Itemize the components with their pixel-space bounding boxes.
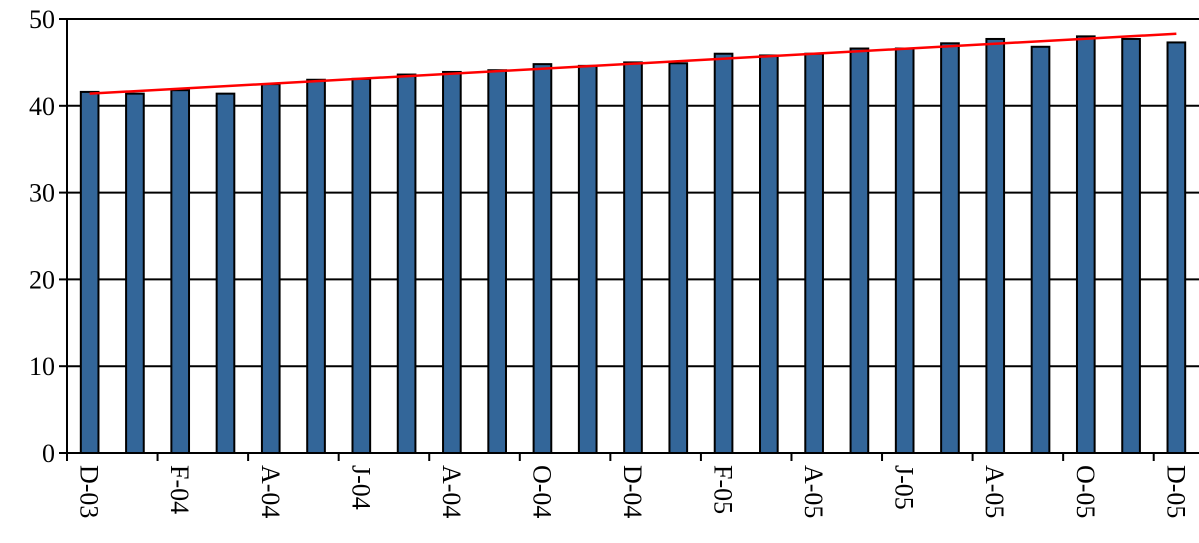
bar xyxy=(985,37,1006,455)
bar xyxy=(396,73,417,454)
x-tick-label: D-04 xyxy=(618,465,647,518)
bar xyxy=(849,47,870,455)
x-tick-label: F-04 xyxy=(165,465,194,514)
trend-line xyxy=(89,32,1177,95)
x-tick-label: D-05 xyxy=(1161,465,1190,518)
y-tick-label: 20 xyxy=(29,265,55,294)
bar xyxy=(442,70,462,454)
x-tick-label: A-05 xyxy=(980,465,1009,518)
y-tick-labels: 0 10 20 30 40 50 xyxy=(29,5,55,468)
x-tick-label: F-05 xyxy=(709,465,738,514)
bar xyxy=(577,64,598,454)
bar xyxy=(1166,41,1187,454)
x-tick-label: J-04 xyxy=(346,465,375,510)
y-tick-label: 50 xyxy=(29,5,55,34)
y-tick-label: 10 xyxy=(29,352,55,381)
y-tick-label: 0 xyxy=(42,439,55,468)
bar xyxy=(713,52,734,454)
x-tick-label: O-04 xyxy=(527,465,556,518)
bars xyxy=(79,35,1187,455)
x-tick-label: D-03 xyxy=(75,465,104,518)
bar xyxy=(79,90,100,455)
x-tick-label: A-04 xyxy=(256,465,285,518)
trendline xyxy=(89,32,1177,95)
y-tick-label: 30 xyxy=(29,179,55,208)
bar xyxy=(940,42,960,455)
bar xyxy=(351,77,372,454)
bar xyxy=(532,63,553,455)
bar xyxy=(260,83,281,454)
bar xyxy=(306,78,326,454)
bar xyxy=(804,52,824,454)
bar xyxy=(1121,37,1141,455)
bar xyxy=(215,92,236,454)
bar xyxy=(1075,35,1096,455)
bar xyxy=(623,61,643,455)
bar xyxy=(487,69,507,454)
bar xyxy=(125,92,145,454)
x-tick-labels: D-03 F-04 A-04 J-04 A-04 O-04 D-04 F-05 A-05 J-05… xyxy=(75,465,1191,518)
bar xyxy=(170,89,191,455)
x-tick-label: O-05 xyxy=(1071,465,1100,518)
y-tick-label: 40 xyxy=(29,92,55,121)
x-tick-label: J-05 xyxy=(890,465,919,510)
x-tick-label: A-05 xyxy=(799,465,828,518)
bar xyxy=(1030,45,1051,454)
axes xyxy=(59,18,1199,461)
bar xyxy=(668,62,689,454)
bar xyxy=(759,54,779,455)
x-tick-label: A-04 xyxy=(437,465,466,518)
bar xyxy=(894,47,915,455)
